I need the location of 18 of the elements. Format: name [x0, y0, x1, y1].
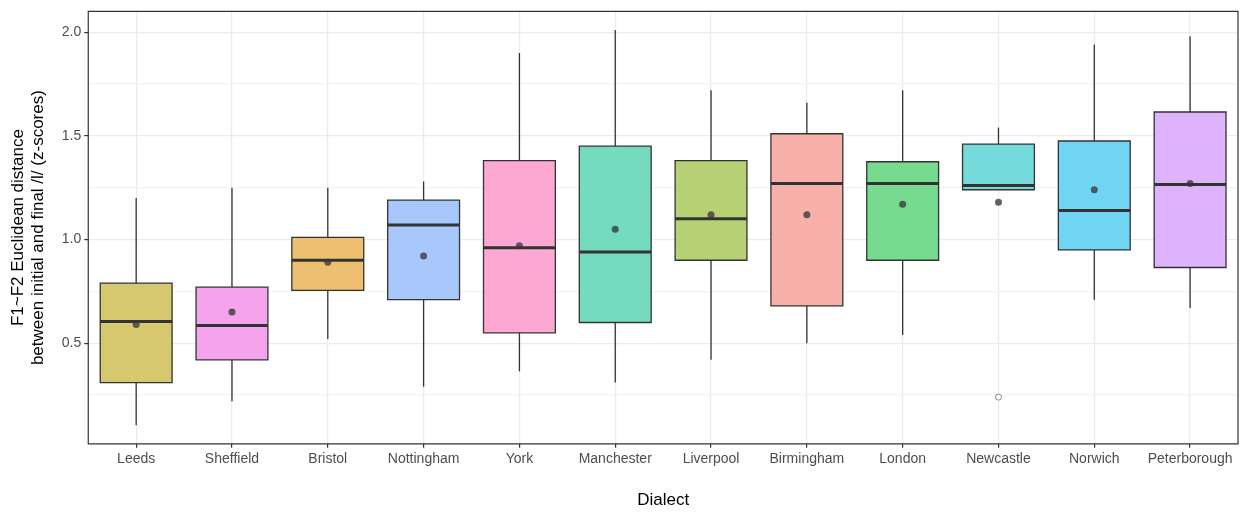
x-tick-label: Birmingham	[769, 450, 845, 467]
x-tick-label: Sheffield	[204, 450, 260, 467]
x-tick-label: Newcastle	[966, 450, 1031, 467]
y-tick-label: 0.5	[61, 334, 82, 351]
x-axis-title: Dialect	[637, 490, 690, 510]
x-tick-label: Norwich	[1068, 450, 1120, 467]
x-tick-label: Liverpool	[682, 450, 740, 467]
y-tick-label: 1.5	[61, 126, 82, 143]
x-tick-label: Bristol	[308, 450, 348, 467]
x-tick-label: Leeds	[117, 450, 156, 467]
x-tick-label: Peterborough	[1147, 450, 1233, 467]
y-tick-label: 1.0	[61, 230, 82, 247]
x-tick-label: Manchester	[578, 450, 653, 467]
x-tick-label: York	[505, 450, 535, 467]
x-tick-label: London	[879, 450, 927, 467]
x-tick-label: Nottingham	[387, 450, 460, 467]
y-tick-label: 2.0	[61, 23, 82, 39]
y-axis-title: F1~F2 Euclidean distance between initial and final /l/ (z-scores)	[7, 90, 48, 366]
